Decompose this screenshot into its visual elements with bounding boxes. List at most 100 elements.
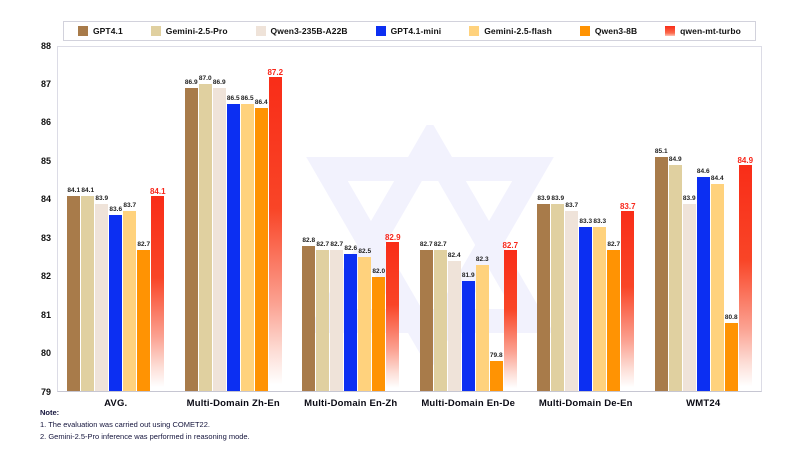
bar-Gemini-2.5-flash-WMT24 bbox=[710, 184, 724, 391]
bar-Qwen3-235B-A22B-Multi-Domain De-En bbox=[565, 211, 579, 391]
bar-GPT4.1-mini-Multi-Domain Zh-En bbox=[226, 103, 240, 391]
legend-label: Gemini-2.5-flash bbox=[484, 26, 552, 36]
note-line-2: 2. Gemini-2.5-Pro inference was performe… bbox=[40, 432, 250, 441]
bar-value-label: 82.4 bbox=[447, 252, 461, 260]
bar-value-label: 82.6 bbox=[344, 244, 358, 252]
note-line-1: 1. The evaluation was carried out using … bbox=[40, 420, 210, 429]
bar-Qwen3-235B-A22B-Multi-Domain En-De bbox=[447, 261, 461, 391]
bar-value-label: 82.7 bbox=[316, 240, 330, 248]
bar-value-label: 83.9 bbox=[551, 194, 565, 202]
y-axis-tick: 85 bbox=[40, 155, 51, 166]
bar-value-label: 82.7 bbox=[419, 240, 433, 248]
bar-value-label: 83.3 bbox=[593, 217, 607, 225]
bar-value-label: 80.8 bbox=[724, 313, 738, 321]
bar-value-label: 82.7 bbox=[330, 240, 344, 248]
bar-Qwen3-8B-Multi-Domain En-De bbox=[489, 361, 503, 391]
legend-swatch-icon bbox=[255, 26, 266, 36]
bar-GPT4.1-Multi-Domain En-Zh bbox=[302, 245, 316, 391]
bar-value-label: 82.9 bbox=[384, 233, 401, 243]
bar-value-label: 82.5 bbox=[358, 248, 372, 256]
legend-label: Qwen3-235B-A22B bbox=[270, 26, 348, 36]
y-axis-tick: 84 bbox=[40, 194, 51, 205]
bar-GPT4.1-Multi-Domain En-De bbox=[419, 249, 433, 391]
bar-value-label: 79.8 bbox=[489, 352, 503, 360]
plot-area bbox=[57, 46, 762, 392]
bar-Qwen3-8B-Multi-Domain En-Zh bbox=[372, 276, 386, 391]
legend-item-Qwen3-8B: Qwen3-8B bbox=[579, 26, 638, 36]
bar-value-label: 83.7 bbox=[619, 202, 636, 212]
bar-value-label: 84.1 bbox=[67, 186, 81, 194]
bar-value-label: 83.9 bbox=[537, 194, 551, 202]
bar-Gemini-2.5-Pro-WMT24 bbox=[668, 165, 682, 391]
chart-legend: GPT4.1 Gemini-2.5-Pro Qwen3-235B-A22B GPT4.… bbox=[63, 21, 756, 41]
legend-label: qwen-mt-turbo bbox=[680, 26, 741, 36]
bar-Gemini-2.5-flash-Multi-Domain En-De bbox=[475, 265, 489, 391]
legend-label: GPT4.1 bbox=[92, 26, 123, 36]
bar-value-label: 84.1 bbox=[149, 186, 166, 196]
bar-qwen-mt-turbo-AVG. bbox=[151, 195, 165, 391]
category-label: Multi-Domain En-Zh bbox=[304, 398, 398, 409]
y-axis-tick: 83 bbox=[40, 232, 51, 243]
bar-value-label: 82.3 bbox=[475, 256, 489, 264]
legend-label: GPT4.1-mini bbox=[390, 26, 442, 36]
bar-GPT4.1-AVG. bbox=[67, 195, 81, 391]
legend-swatch-icon bbox=[375, 26, 386, 36]
legend-label: Gemini-2.5-Pro bbox=[165, 26, 228, 36]
bar-value-label: 82.7 bbox=[502, 240, 519, 250]
bar-GPT4.1-mini-Multi-Domain En-Zh bbox=[344, 253, 358, 391]
y-axis-tick: 80 bbox=[40, 348, 51, 359]
bar-Qwen3-235B-A22B-Multi-Domain Zh-En bbox=[212, 88, 226, 391]
legend-item-Gemini-2.5-flash: Gemini-2.5-flash bbox=[469, 26, 552, 36]
bar-value-label: 86.5 bbox=[240, 94, 254, 102]
bar-Gemini-2.5-flash-Multi-Domain Zh-En bbox=[240, 103, 254, 391]
bar-value-label: 83.7 bbox=[123, 202, 137, 210]
bar-value-label: 82.7 bbox=[433, 240, 447, 248]
note-title: Note: bbox=[40, 408, 60, 417]
legend-item-Qwen3-235B-A22B: Qwen3-235B-A22B bbox=[255, 26, 348, 36]
bar-value-label: 82.8 bbox=[302, 236, 316, 244]
bar-value-label: 84.9 bbox=[668, 156, 682, 164]
y-axis-tick: 79 bbox=[40, 386, 51, 397]
bar-Qwen3-8B-WMT24 bbox=[724, 322, 738, 391]
bar-Gemini-2.5-Pro-Multi-Domain En-De bbox=[433, 249, 447, 391]
bar-value-label: 86.9 bbox=[212, 79, 226, 87]
y-axis-tick: 81 bbox=[40, 309, 51, 320]
category-label: Multi-Domain De-En bbox=[538, 398, 633, 409]
category-label: WMT24 bbox=[686, 398, 721, 409]
bar-value-label: 83.9 bbox=[682, 194, 696, 202]
bar-GPT4.1-Multi-Domain Zh-En bbox=[184, 88, 198, 391]
bar-value-label: 82.0 bbox=[372, 267, 386, 275]
legend-item-Gemini-2.5-Pro: Gemini-2.5-Pro bbox=[150, 26, 228, 36]
bar-value-label: 81.9 bbox=[461, 271, 475, 279]
legend-label: Qwen3-8B bbox=[594, 26, 638, 36]
bar-qwen-mt-turbo-Multi-Domain Zh-En bbox=[268, 76, 282, 391]
bar-value-label: 83.9 bbox=[95, 194, 109, 202]
legend-swatch-icon bbox=[579, 26, 590, 36]
y-axis-tick: 87 bbox=[40, 78, 51, 89]
bar-Gemini-2.5-flash-Multi-Domain De-En bbox=[593, 226, 607, 391]
bar-GPT4.1-mini-Multi-Domain De-En bbox=[579, 226, 593, 391]
bar-GPT4.1-WMT24 bbox=[654, 157, 668, 391]
bar-Qwen3-235B-A22B-AVG. bbox=[95, 203, 109, 391]
bar-value-label: 86.9 bbox=[184, 79, 198, 87]
bar-value-label: 87.0 bbox=[198, 75, 212, 83]
bar-value-label: 85.1 bbox=[654, 148, 668, 156]
bar-Qwen3-235B-A22B-Multi-Domain En-Zh bbox=[330, 249, 344, 391]
footnotes: Note: 1. The evaluation was carried out … bbox=[40, 408, 250, 443]
bar-Gemini-2.5-flash-AVG. bbox=[123, 211, 137, 391]
bar-value-label: 84.4 bbox=[710, 175, 724, 183]
bar-Gemini-2.5-flash-Multi-Domain En-Zh bbox=[358, 257, 372, 391]
legend-item-qwen-mt-turbo: qwen-mt-turbo bbox=[665, 26, 741, 36]
y-axis-tick: 86 bbox=[40, 117, 51, 128]
legend-item-GPT4.1-mini: GPT4.1-mini bbox=[375, 26, 442, 36]
bar-value-label: 82.7 bbox=[137, 240, 151, 248]
bar-Gemini-2.5-Pro-AVG. bbox=[81, 195, 95, 391]
bar-value-label: 84.6 bbox=[696, 167, 710, 175]
bar-value-label: 83.6 bbox=[109, 206, 123, 214]
legend-item-GPT4.1: GPT4.1 bbox=[77, 26, 123, 36]
bar-GPT4.1-Multi-Domain De-En bbox=[537, 203, 551, 391]
bar-qwen-mt-turbo-Multi-Domain En-De bbox=[503, 249, 517, 391]
y-axis-tick: 82 bbox=[40, 271, 51, 282]
bar-qwen-mt-turbo-WMT24 bbox=[738, 165, 752, 391]
